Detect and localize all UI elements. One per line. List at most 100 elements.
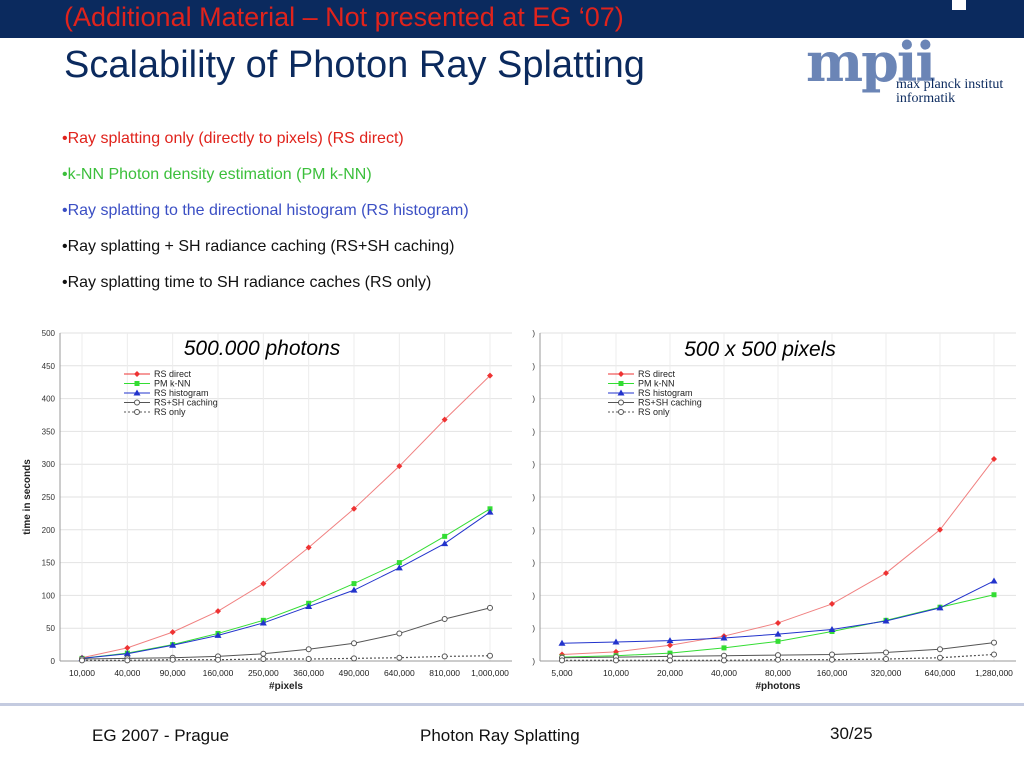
data-point [124, 657, 131, 664]
data-point [396, 463, 403, 470]
y-tick-label: 500 [42, 329, 56, 338]
data-point [667, 642, 673, 649]
data-point [936, 604, 944, 611]
bullet-rs-histogram: •Ray splatting to the directional histog… [62, 202, 469, 219]
x-tick-label: 1,000,000 [471, 668, 509, 678]
legend-entry: PM k-NN [154, 379, 191, 389]
slide-subtitle: (Additional Material – Not presented at … [64, 2, 624, 32]
legend-swatch-marker [618, 399, 624, 406]
legend-entry: RS only [638, 407, 670, 417]
legend-swatch-marker [617, 389, 625, 396]
x-tick-label: 490,000 [339, 668, 370, 678]
data-point [990, 577, 998, 584]
y-tick-label: ) [532, 559, 535, 568]
legend-swatch-marker [134, 381, 140, 386]
data-point [441, 616, 448, 623]
series-rs-histogram [78, 508, 494, 661]
bullet-rs-direct: •Ray splatting only (directly to pixels)… [62, 130, 404, 147]
y-axis-label: time in seconds [22, 459, 33, 535]
data-point [487, 604, 493, 611]
data-point [214, 631, 222, 638]
legend-swatch-marker [133, 389, 141, 396]
bullet-rs-only: •Ray splatting time to SH radiance cache… [62, 274, 432, 291]
y-tick-label: ) [532, 460, 535, 469]
title-bar-notch [952, 0, 966, 10]
chart-annotation: 500 x 500 pixels [684, 338, 836, 361]
legend-entry: RS direct [638, 369, 676, 379]
data-point [667, 657, 673, 664]
x-tick-label: 1,280,000 [975, 668, 1013, 678]
legend-entry: RS histogram [638, 388, 693, 398]
data-point [486, 508, 494, 515]
data-point [829, 600, 835, 607]
data-point [883, 649, 889, 656]
y-tick-label: 300 [42, 460, 56, 469]
data-point [487, 372, 493, 379]
x-tick-label: 640,000 [925, 668, 956, 678]
legend-swatch-marker [134, 409, 140, 415]
y-tick-label: 200 [42, 526, 56, 535]
x-tick-label: 320,000 [871, 668, 902, 678]
chart-photons-svg: ))))))))))) 5,000 10,000 20,000 40,000 80,000… [532, 329, 1016, 692]
data-point [351, 640, 357, 647]
x-tick-label: 80,000 [765, 668, 791, 678]
x-tick-label: 90,000 [160, 668, 186, 678]
y-tick-label: ) [532, 591, 535, 600]
x-tick-label: 360,000 [293, 668, 324, 678]
legend-entry: RS histogram [154, 388, 209, 398]
data-point [721, 657, 727, 664]
series-rs-sh-caching [79, 604, 493, 663]
data-point [937, 526, 943, 533]
y-tick-label: 450 [42, 362, 56, 371]
legend-swatch-marker [618, 409, 624, 415]
logo-line-2: informatik [896, 91, 956, 106]
y-tick-label: 100 [42, 591, 56, 600]
x-tick-label: 810,000 [429, 668, 460, 678]
legend-entry: RS+SH caching [638, 398, 702, 408]
data-point [666, 637, 674, 644]
series-rs-sh-caching [559, 639, 997, 661]
y-tick-label: 350 [42, 427, 56, 436]
data-point [396, 560, 402, 566]
data-point [351, 655, 357, 662]
series-line [81, 508, 491, 659]
y-tick-label: ) [532, 329, 535, 338]
series-line [81, 511, 491, 659]
data-point [305, 656, 312, 663]
series-rs-direct [79, 372, 493, 661]
series-line [81, 607, 491, 660]
data-point [883, 656, 889, 663]
series-rs-histogram [558, 577, 998, 646]
data-point [774, 630, 782, 637]
x-tick-label: 20,000 [657, 668, 683, 678]
chart-annotation: 500.000 photons [184, 337, 341, 360]
series-rs-only [559, 651, 997, 664]
logo-text: max planck institut informatik [896, 78, 1003, 106]
data-point [667, 650, 673, 656]
x-tick-label: 5,000 [551, 668, 573, 678]
data-point [613, 657, 619, 664]
data-point [721, 645, 727, 651]
data-point [123, 650, 131, 657]
data-point [169, 656, 176, 663]
data-point [441, 416, 448, 423]
legend-swatch-marker [134, 399, 140, 406]
legend-entry: RS direct [154, 369, 192, 379]
x-tick-label: 40,000 [114, 668, 140, 678]
data-point [260, 656, 267, 663]
data-point [169, 641, 177, 648]
data-point [487, 652, 493, 659]
series-line [82, 655, 491, 661]
data-point [829, 656, 835, 663]
data-point [720, 634, 728, 641]
data-point [558, 639, 566, 646]
data-point [215, 608, 221, 615]
slide-title: Scalability of Photon Ray Splatting [64, 44, 645, 86]
data-point [441, 653, 448, 660]
bullet-rs-sh-caching: •Ray splatting + SH radiance caching (RS… [62, 238, 455, 255]
y-tick-label: 250 [42, 493, 56, 502]
data-point [775, 638, 781, 644]
y-tick-label: ) [532, 427, 535, 436]
data-point [442, 533, 448, 539]
